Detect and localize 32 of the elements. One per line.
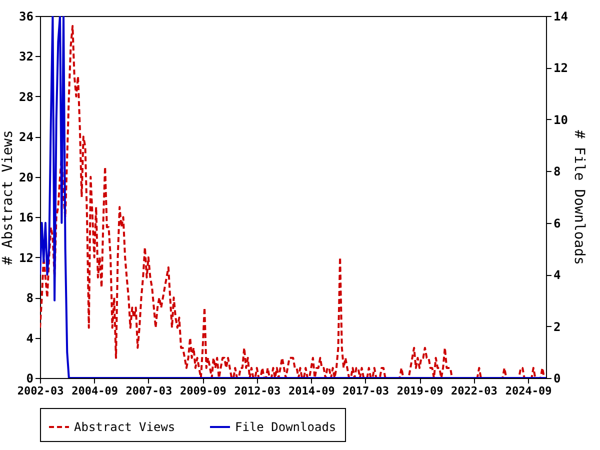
y-tick-label: 28: [19, 90, 34, 104]
legend-label: Abstract Views: [74, 420, 176, 434]
x-tick-label: 2004-09: [72, 384, 118, 398]
y2-tick-label: 12: [554, 61, 568, 76]
x-tick-label: 2024-09: [505, 384, 552, 398]
x-tick-label: 2019-09: [396, 384, 444, 398]
y2-tick-label: 10: [554, 112, 568, 127]
y-tick-label: 20: [19, 170, 34, 184]
y-tick-label: 0: [26, 372, 34, 386]
x-tick-label: 2009-09: [180, 384, 226, 398]
x-tick-label: 2017-03: [342, 384, 389, 398]
y2-tick-label: 6: [554, 216, 561, 230]
y2-tick-label: 0: [554, 372, 561, 386]
y2-tick-label: 2: [554, 320, 561, 334]
y-tick-label: 12: [19, 250, 34, 265]
y2-axis-title: # File Downloads: [570, 130, 587, 265]
y-tick-label: 32: [19, 50, 34, 64]
y-tick-label: 24: [19, 130, 34, 144]
x-tick-label: 2014-09: [288, 384, 335, 398]
x-tick-label: 2007-03: [126, 384, 172, 398]
x-tick-label: 2002-03: [17, 384, 64, 398]
y-tick-label: 4: [26, 331, 34, 346]
y2-tick-label: 4: [554, 268, 561, 282]
y-tick-label: 36: [19, 10, 34, 24]
y-tick-label: 16: [19, 210, 34, 225]
legend-label: File Downloads: [235, 420, 336, 434]
y2-tick-label: 14: [554, 10, 568, 24]
y-axis-title: # Abstract Views: [0, 130, 16, 265]
x-tick-label: 2022-03: [451, 384, 498, 398]
y2-tick-label: 8: [554, 164, 561, 179]
y-tick-label: 8: [26, 291, 34, 306]
x-tick-label: 2012-03: [234, 384, 281, 398]
